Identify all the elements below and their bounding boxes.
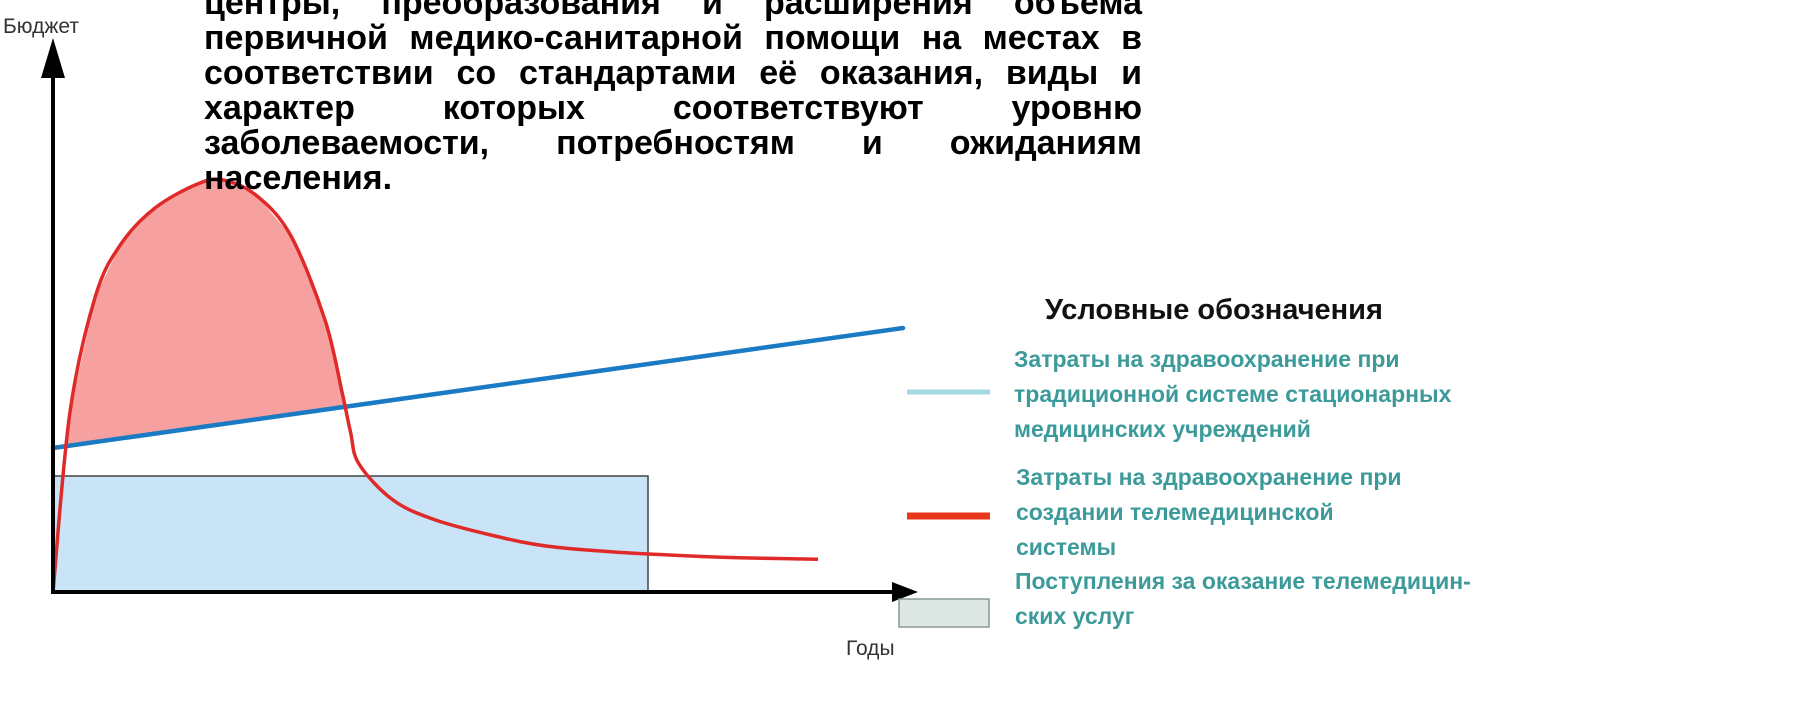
x-axis-label: Годы (846, 637, 895, 660)
legend-swatch-revenue (898, 598, 990, 628)
plot-area (50, 177, 906, 593)
revenue-area (52, 475, 649, 593)
legend-title: Условные обозначения (1045, 294, 1383, 326)
axes (41, 38, 918, 602)
series-line-telemedicine (51, 177, 819, 593)
y-axis-label: Бюджет (3, 15, 79, 38)
page-heading: центры, преобразования и расширения объе… (204, 0, 1142, 197)
legend-label-traditional: Затраты на здравоохранение при традицион… (1014, 346, 1452, 442)
legend-label-revenue: Поступления за оказание телемедицин- ски… (1015, 568, 1471, 629)
legend-swatches (898, 389, 990, 628)
y-axis-arrow (41, 38, 65, 78)
telemedicine-excess-area (67, 180, 345, 446)
series-line-traditional (50, 325, 906, 451)
x-axis-arrow (892, 582, 918, 602)
legend-label-telemedicine: Затраты на здравоохранение при создании … (1016, 464, 1402, 560)
